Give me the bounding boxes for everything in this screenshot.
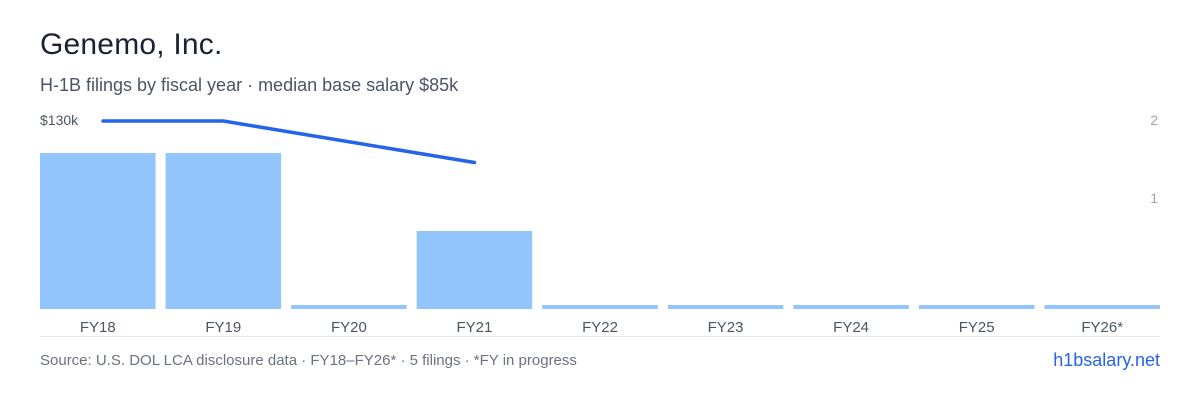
bar-FY19 [165,153,282,309]
h1b-filings-chart: FY18 FY19 FY20 FY21 FY22 FY23 FY24 FY25 FY26* 2 1 $… [40,112,1160,337]
x-tick-label: FY21 [457,319,493,336]
source-note: Source: U.S. DOL LCA disclosure data · F… [40,352,577,369]
x-tick-label: FY23 [708,319,744,336]
right-axis-tick: 2 [1150,112,1158,128]
x-tick-label: FY26* [1081,319,1123,336]
bar-FY26 [1044,305,1160,309]
x-tick-label: FY25 [959,319,995,336]
site-link[interactable]: h1bsalary.net [1053,350,1160,370]
bar-FY25 [918,305,1035,309]
right-axis-tick: 1 [1150,190,1158,206]
bar-FY18 [40,153,156,309]
chart-subtitle: H-1B filings by fiscal year · median bas… [40,75,459,95]
x-tick-label: FY20 [331,319,367,336]
bar-FY20 [291,305,407,309]
bar-FY24 [793,305,909,309]
bar-FY21 [416,231,533,309]
chart-title: Genemo, Inc. [40,28,223,61]
x-tick-label: FY24 [833,319,869,336]
bar-FY22 [542,305,658,309]
median-salary-line [101,119,477,165]
x-tick-label: FY18 [80,319,116,336]
x-tick-label: FY19 [205,319,241,336]
x-tick-label: FY22 [582,319,618,336]
bar-FY23 [667,305,784,309]
left-axis-label: $130k [40,112,79,128]
